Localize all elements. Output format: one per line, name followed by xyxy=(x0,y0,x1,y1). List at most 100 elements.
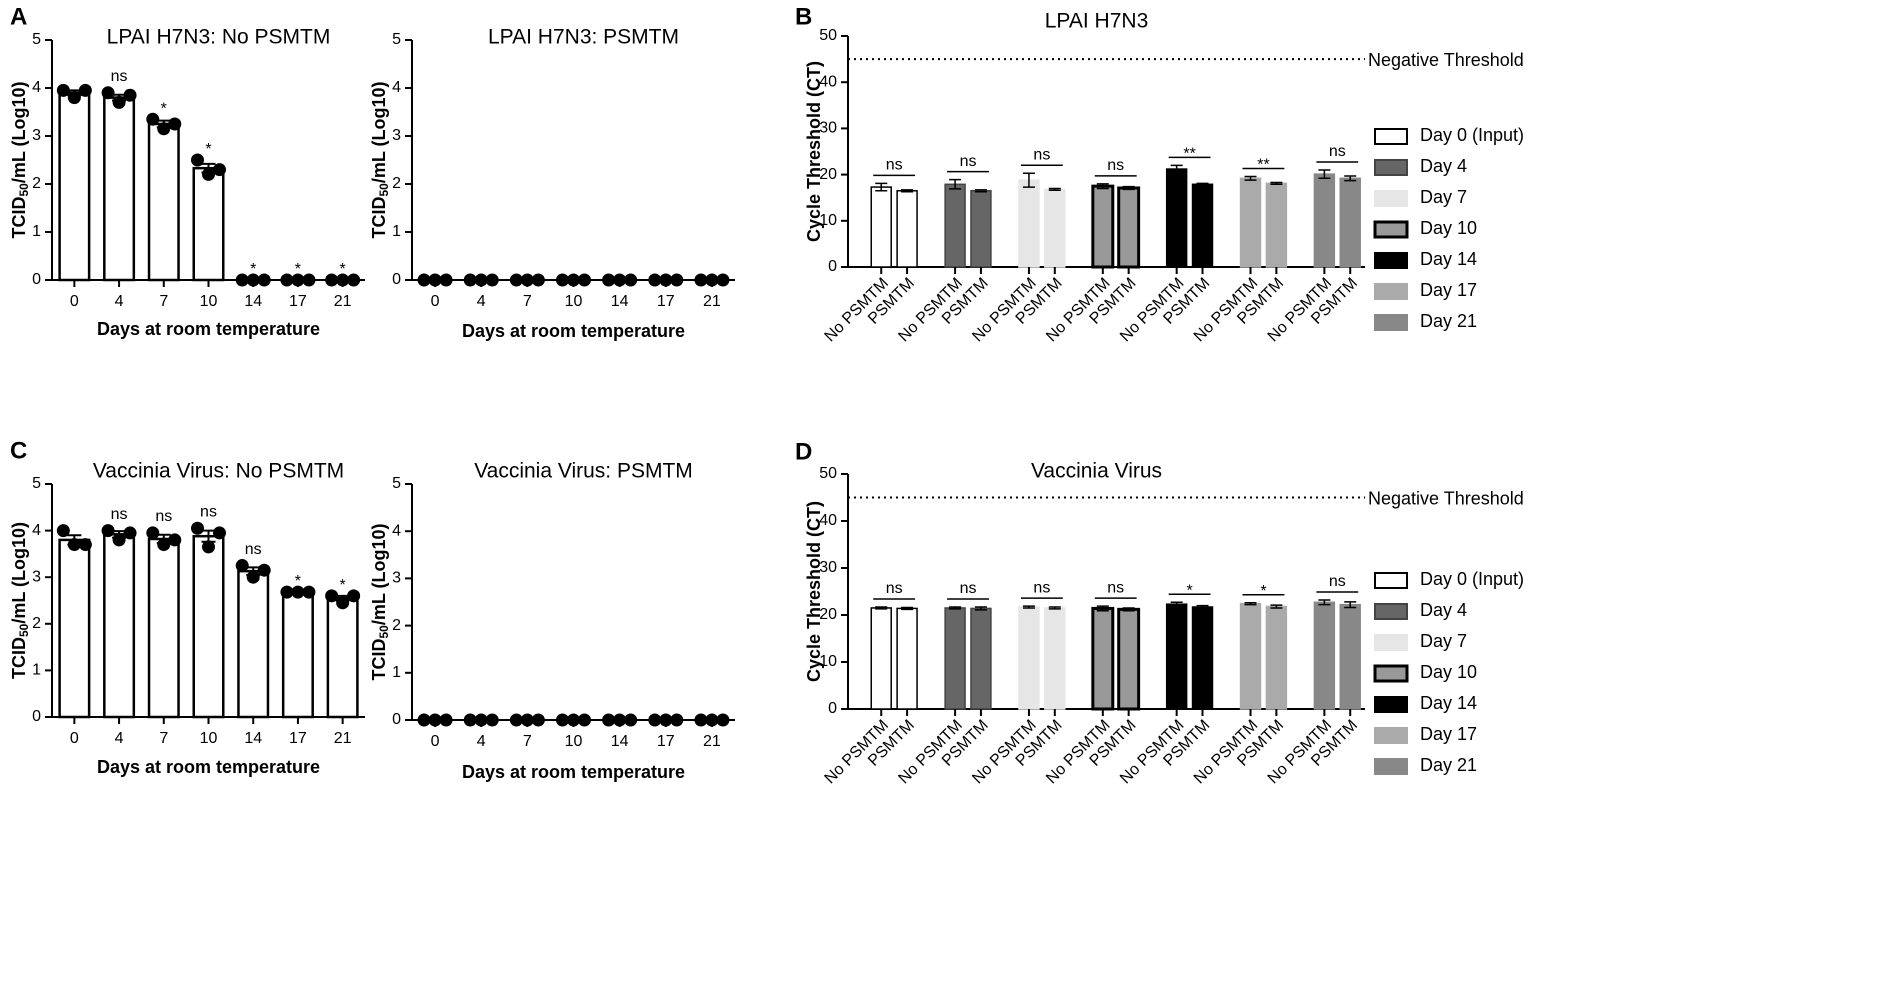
data-point xyxy=(325,273,339,287)
y-tick-label: 4 xyxy=(392,79,401,96)
y-tick-label: 0 xyxy=(32,271,41,288)
significance-label: ns xyxy=(1329,143,1346,160)
y-axis-label-part: /mL (Log10) xyxy=(369,81,389,183)
legend-swatch xyxy=(1374,252,1408,269)
y-tick-label: 50 xyxy=(819,27,837,44)
error-bar xyxy=(1270,604,1283,609)
legend-swatch xyxy=(1373,664,1409,683)
data-point xyxy=(67,91,81,105)
data-point xyxy=(613,713,627,727)
y-axis-label-part: /mL (Log10) xyxy=(369,523,389,625)
data-point xyxy=(531,273,545,287)
x-tick-label: 14 xyxy=(244,730,262,747)
x-tick-label: 10 xyxy=(565,293,583,310)
legend-swatch xyxy=(1374,283,1408,300)
x-tick-label: 10 xyxy=(565,733,583,750)
data-point xyxy=(280,273,294,287)
data-point xyxy=(157,122,171,136)
data-point xyxy=(202,540,215,554)
legend-label: Day 0 (Input) xyxy=(1420,125,1524,145)
data-point xyxy=(235,559,249,573)
legend-label: Day 4 xyxy=(1420,600,1467,620)
legend-swatch xyxy=(1374,572,1408,589)
x-axis-label: Days at room temperature xyxy=(462,321,685,341)
legend-label: Day 14 xyxy=(1420,693,1477,713)
error-bar xyxy=(1122,607,1135,612)
panel-label: B xyxy=(795,3,812,30)
panel-label: C xyxy=(10,437,27,464)
data-point xyxy=(556,273,569,287)
significance-label: ns xyxy=(111,506,128,523)
significance-label: ns xyxy=(886,580,903,597)
error-bar xyxy=(901,606,914,611)
bar xyxy=(1018,179,1040,268)
y-tick-label: 1 xyxy=(392,664,401,681)
error-bar xyxy=(1196,604,1209,610)
data-point xyxy=(213,526,226,540)
data-point xyxy=(705,273,719,287)
significance-label: * xyxy=(340,577,346,594)
x-tick-label: 4 xyxy=(115,293,124,310)
x-tick-label: 7 xyxy=(523,293,532,310)
legend-swatch xyxy=(1374,603,1408,620)
x-tick-label: 21 xyxy=(703,293,721,310)
y-tick-label: 5 xyxy=(392,31,401,48)
data-point xyxy=(257,563,271,577)
error-bar xyxy=(1122,185,1135,191)
error-bar xyxy=(1096,605,1109,612)
significance-label: ns xyxy=(1033,146,1050,163)
y-tick-label: 40 xyxy=(819,73,837,90)
bar xyxy=(147,537,180,719)
y-tick-label: 2 xyxy=(32,175,41,192)
data-point xyxy=(291,273,305,287)
legend-swatch xyxy=(1374,696,1408,713)
legend-label: Day 7 xyxy=(1420,631,1467,651)
data-point xyxy=(716,713,730,727)
significance-label: ns xyxy=(886,157,903,174)
error-bar xyxy=(1270,181,1283,186)
y-tick-label: 5 xyxy=(32,31,41,48)
data-point xyxy=(246,570,260,584)
bar xyxy=(970,607,992,710)
y-axis-label: TCID50/mL (Log10) xyxy=(9,81,31,238)
legend-swatch xyxy=(1374,727,1408,744)
data-point xyxy=(567,273,580,287)
data-point xyxy=(531,713,545,727)
significance-label: * xyxy=(161,100,167,117)
data-point xyxy=(578,273,591,287)
y-tick-label: 50 xyxy=(819,465,837,482)
significance-label: ns xyxy=(1107,157,1124,174)
legend-label: Day 10 xyxy=(1420,218,1477,238)
error-bar xyxy=(875,606,888,610)
y-axis-label-part: TCID xyxy=(369,639,389,681)
legend-swatch xyxy=(1374,190,1408,207)
data-point xyxy=(670,713,684,727)
x-tick-label: 0 xyxy=(431,733,440,750)
y-tick-label: 0 xyxy=(828,700,837,717)
y-tick-label: 0 xyxy=(392,711,401,728)
x-tick-label: 17 xyxy=(657,293,675,310)
error-bar xyxy=(1344,175,1357,182)
x-tick-label: 21 xyxy=(334,730,352,747)
legend-label: Day 17 xyxy=(1420,280,1477,300)
error-bar xyxy=(1196,182,1209,186)
significance-label: ns xyxy=(245,541,262,558)
data-point xyxy=(463,713,477,727)
significance-label: ns xyxy=(200,503,217,520)
data-point xyxy=(291,585,305,599)
bar xyxy=(1091,606,1115,711)
panel-label: D xyxy=(795,438,812,465)
data-point xyxy=(101,524,115,538)
data-point xyxy=(246,273,260,287)
bar xyxy=(281,590,314,719)
bar xyxy=(1265,605,1288,710)
y-tick-label: 3 xyxy=(32,568,41,585)
bar xyxy=(1239,177,1262,268)
data-point xyxy=(235,273,249,287)
significance-label: * xyxy=(205,141,211,158)
data-point xyxy=(123,88,137,102)
data-point xyxy=(168,117,182,131)
x-tick-label: 0 xyxy=(70,293,79,310)
y-tick-label: 3 xyxy=(392,570,401,587)
data-point xyxy=(56,524,70,538)
